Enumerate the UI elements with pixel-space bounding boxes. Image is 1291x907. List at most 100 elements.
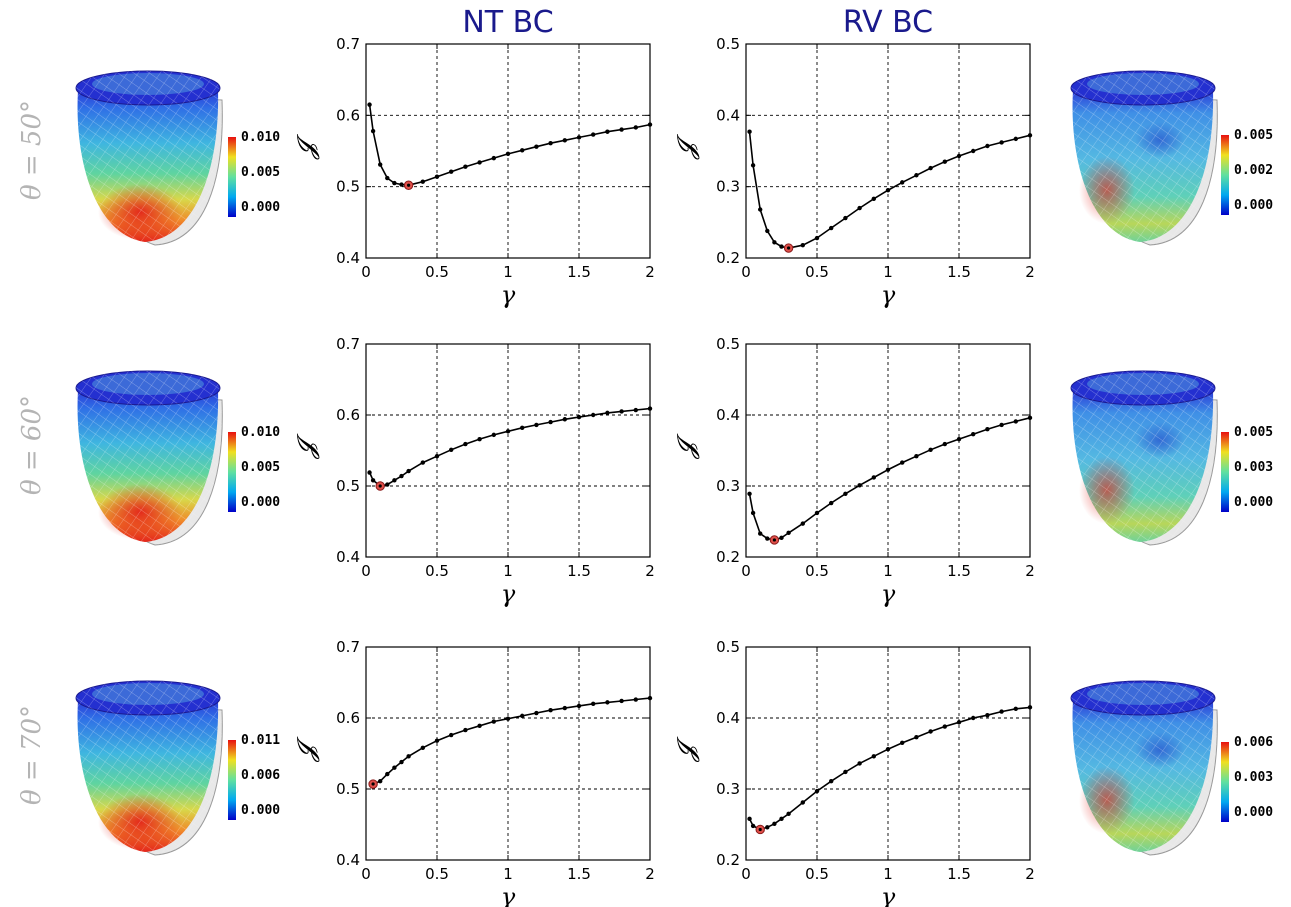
data-point (491, 432, 496, 438)
data-point (765, 228, 770, 234)
x-axis-label: γ (881, 580, 896, 608)
y-tick-label: 0.4 (336, 851, 360, 869)
y-tick-label: 0.2 (716, 851, 740, 869)
colorbar-tick: 0.000 (1234, 805, 1273, 820)
colorbar-tick: 0.006 (1234, 735, 1273, 750)
data-point (750, 163, 756, 168)
data-point (505, 151, 511, 157)
x-tick-label: 1 (883, 263, 893, 281)
colorbar-tick: 0.000 (241, 495, 280, 510)
colorbar-tick: 0.000 (241, 200, 280, 215)
x-axis-label: γ (881, 281, 896, 309)
chart-rv-50: 0 0.5 1 1.5 2 0.2 0.3 0.4 0.5 γ 𝓙 (672, 35, 1035, 309)
y-tick-label: 0.4 (716, 709, 740, 727)
x-tick-label: 0.5 (425, 263, 449, 281)
y-tick-label: 0.3 (716, 178, 740, 196)
heart-mesh-nt-0 (75, 70, 223, 246)
data-point (385, 771, 390, 777)
data-point (619, 698, 624, 704)
data-point (914, 453, 919, 459)
minimum-marker-center (772, 538, 777, 542)
x-tick-label: 2 (645, 865, 655, 883)
y-tick-label: 0.3 (716, 477, 740, 495)
y-axis-label: 𝓙 (672, 433, 700, 460)
series-line (748, 131, 1031, 249)
x-tick-label: 1.5 (567, 263, 591, 281)
data-point (772, 821, 777, 826)
colorbar-tick: 0.010 (241, 130, 280, 145)
data-point (548, 140, 553, 146)
data-point (434, 453, 440, 459)
data-point (367, 470, 372, 475)
data-point (520, 425, 525, 430)
data-point (520, 713, 525, 719)
chart-rv-60: 0 0.5 1 1.5 2 0.2 0.3 0.4 0.5 γ 𝓙 (672, 335, 1035, 608)
x-tick-label: 1.5 (567, 865, 591, 883)
y-tick-label: 0.7 (336, 35, 360, 53)
colorbar-tick: 0.000 (1234, 198, 1273, 213)
x-tick-label: 0.5 (805, 263, 829, 281)
data-point (1013, 706, 1018, 711)
data-point (392, 765, 397, 770)
data-point (505, 429, 511, 434)
data-point (829, 500, 834, 506)
data-point (633, 697, 638, 702)
data-point (786, 530, 791, 536)
data-point (399, 473, 404, 479)
data-point (779, 244, 784, 249)
x-tick-label: 2 (1025, 865, 1035, 883)
x-tick-label: 1.5 (947, 865, 971, 883)
series-line (748, 417, 1031, 541)
data-point (750, 823, 756, 829)
data-point (591, 701, 596, 706)
x-tick-label: 1 (503, 865, 513, 883)
data-point (576, 414, 582, 420)
colorbar-tick: 0.003 (1234, 460, 1273, 475)
data-point (491, 719, 496, 724)
data-point (399, 182, 404, 187)
data-point (463, 441, 468, 447)
colorbar-tick: 0.011 (241, 733, 280, 748)
x-tick-label: 0.5 (425, 865, 449, 883)
data-point (747, 129, 752, 134)
series-line (372, 697, 651, 785)
y-tick-label: 0.7 (336, 335, 360, 353)
x-axis-label: γ (501, 281, 516, 309)
heart-mesh-nt-2 (75, 680, 223, 856)
x-tick-label: 2 (1025, 263, 1035, 281)
chart-rv-70: 0 0.5 1 1.5 2 0.2 0.3 0.4 0.5 γ 𝓙 (672, 638, 1035, 907)
data-point (406, 754, 411, 759)
data-point (1027, 133, 1033, 138)
data-point (576, 135, 582, 140)
data-point (1027, 415, 1033, 421)
data-point (829, 778, 834, 784)
data-point (520, 148, 525, 153)
y-tick-label: 0.4 (716, 406, 740, 424)
data-point (562, 705, 567, 711)
data-point (871, 754, 876, 759)
colorbar-tick: 0.005 (241, 165, 280, 180)
data-point (420, 745, 425, 751)
heart-mesh-rv-1 (1070, 370, 1218, 546)
data-point (463, 727, 468, 733)
minimum-marker-center (787, 246, 791, 250)
data-point (885, 188, 891, 193)
data-point (370, 478, 376, 483)
x-tick-label: 2 (645, 562, 655, 580)
data-point (900, 460, 905, 465)
data-point (914, 734, 919, 740)
y-tick-label: 0.2 (716, 548, 740, 566)
data-point (378, 162, 383, 167)
data-point (534, 422, 539, 428)
x-tick-label: 2 (645, 263, 655, 281)
data-point (392, 180, 397, 186)
data-point (999, 709, 1004, 714)
data-point (956, 436, 962, 442)
data-point (392, 478, 397, 483)
data-point (829, 225, 834, 231)
data-point (750, 510, 756, 516)
x-tick-label: 1 (503, 562, 513, 580)
data-point (914, 173, 919, 178)
colorbar-rv-1: 0.005 0.003 0.000 (1221, 425, 1273, 512)
data-point (647, 122, 653, 127)
